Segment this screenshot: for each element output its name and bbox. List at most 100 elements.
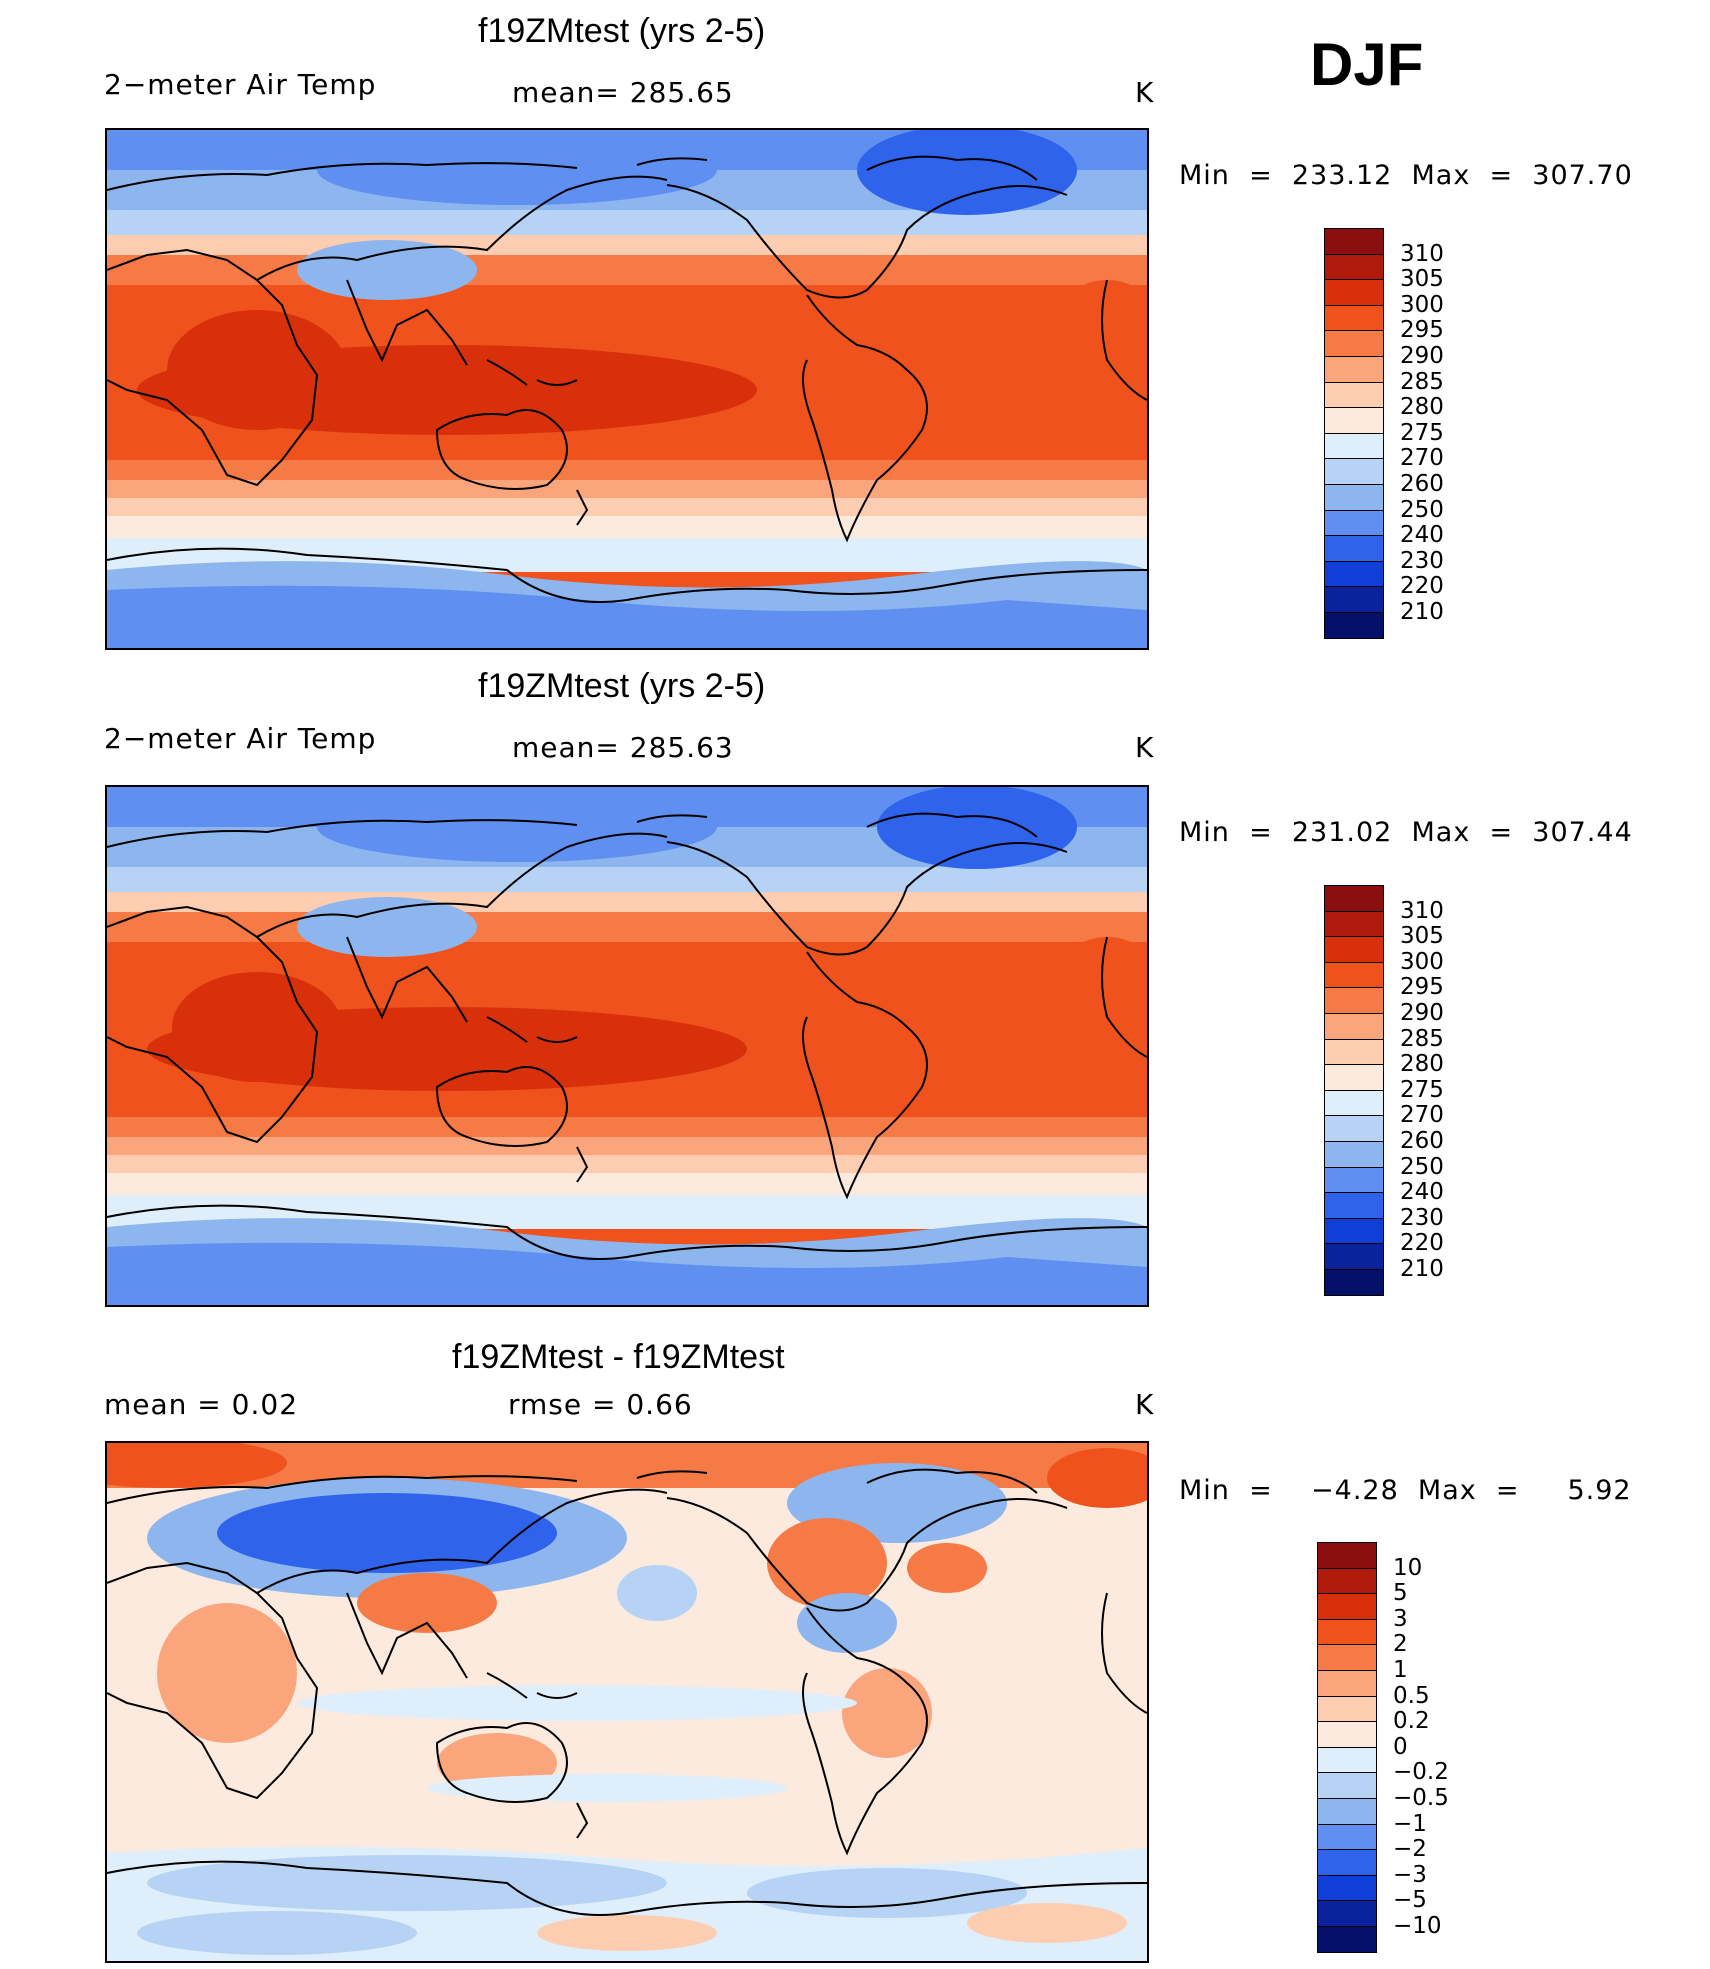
colorbar-label: −5 — [1393, 1887, 1427, 1914]
colorbar-swatch — [1324, 612, 1384, 639]
colorbar-swatch — [1324, 1243, 1384, 1270]
colorbar-label: 270 — [1400, 1102, 1444, 1129]
colorbar-swatch — [1324, 330, 1384, 357]
colorbar-label: 310 — [1400, 240, 1444, 267]
panel1-minmax: Min = 233.12 Max = 307.70 — [1179, 160, 1633, 191]
colorbar-label: 290 — [1400, 1000, 1444, 1026]
colorbar-label: 260 — [1400, 471, 1444, 497]
panel3-rmse-label: rmse = 0.66 — [508, 1388, 693, 1421]
colorbar-label: 230 — [1400, 1204, 1444, 1231]
colorbar-swatch — [1324, 1192, 1384, 1219]
colorbar-label: −0.5 — [1393, 1785, 1449, 1811]
colorbar-swatch — [1317, 1849, 1377, 1876]
colorbar-swatch — [1324, 910, 1384, 938]
panel3-map — [105, 1441, 1149, 1963]
colorbar-swatch — [1324, 484, 1384, 511]
colorbar-label: 275 — [1400, 1076, 1444, 1103]
colorbar-swatch — [1317, 1823, 1377, 1851]
colorbar-swatch — [1317, 1567, 1377, 1595]
colorbar-label: 250 — [1400, 496, 1444, 523]
colorbar-label: 250 — [1400, 1153, 1444, 1180]
colorbar-label: 280 — [1400, 1051, 1444, 1078]
colorbar-label: 220 — [1400, 1230, 1444, 1257]
colorbar-swatch — [1324, 253, 1384, 281]
panel2-variable-label: 2−meter Air Temp — [104, 722, 377, 755]
colorbar-swatch — [1317, 1542, 1377, 1569]
colorbar-swatch — [1324, 1217, 1384, 1245]
colorbar-label: 275 — [1400, 419, 1444, 446]
colorbar-swatch — [1324, 885, 1384, 912]
colorbar-swatch — [1317, 1900, 1377, 1927]
colorbar-swatch — [1317, 1670, 1377, 1697]
colorbar-label: 295 — [1400, 317, 1444, 344]
colorbar-swatch — [1324, 936, 1384, 963]
season-label: DJF — [1310, 31, 1424, 98]
colorbar-swatch — [1317, 1746, 1377, 1774]
panel1-map — [105, 128, 1149, 650]
colorbar-label: 230 — [1400, 547, 1444, 574]
panel1-title: f19ZMtest (yrs 2-5) — [478, 12, 766, 50]
colorbar-swatch — [1317, 1695, 1377, 1723]
colorbar-label: 285 — [1400, 368, 1444, 395]
colorbar-label: 0 — [1393, 1733, 1408, 1760]
panel2-title: f19ZMtest (yrs 2-5) — [478, 667, 766, 705]
colorbar-label: 10 — [1393, 1554, 1423, 1581]
colorbar-swatch — [1324, 228, 1384, 255]
panel2-units: K — [1135, 731, 1155, 764]
colorbar-label: 2 — [1393, 1631, 1408, 1658]
colorbar-label: 305 — [1400, 923, 1444, 950]
colorbar-label: 210 — [1400, 599, 1444, 625]
colorbar-label: 1 — [1393, 1657, 1408, 1683]
panel3-units: K — [1135, 1388, 1155, 1421]
colorbar-label: 240 — [1400, 522, 1444, 549]
colorbar-swatch — [1317, 1772, 1377, 1799]
colorbar-swatch — [1324, 1013, 1384, 1040]
colorbar-label: 210 — [1400, 1256, 1444, 1282]
colorbar-swatch — [1324, 279, 1384, 306]
colorbar-label: −3 — [1393, 1861, 1427, 1888]
colorbar-label: 220 — [1400, 573, 1444, 600]
colorbar-swatch — [1324, 1115, 1384, 1142]
panel2-mean-label: mean= 285.63 — [512, 731, 734, 764]
colorbar-swatch — [1324, 458, 1384, 485]
colorbar-swatch — [1324, 586, 1384, 613]
colorbar-label: 300 — [1400, 948, 1444, 975]
colorbar-swatch — [1324, 1089, 1384, 1117]
colorbar-label: 280 — [1400, 394, 1444, 421]
panel3-minmax: Min = −4.28 Max = 5.92 — [1179, 1475, 1632, 1506]
panel3-mean-label: mean = 0.02 — [104, 1388, 299, 1421]
colorbar-swatch — [1324, 560, 1384, 588]
colorbar-swatch — [1324, 1038, 1384, 1066]
colorbar-label: −1 — [1393, 1810, 1427, 1837]
colorbar-swatch — [1324, 961, 1384, 989]
colorbar-label: 240 — [1400, 1179, 1444, 1206]
colorbar-swatch — [1324, 1064, 1384, 1091]
colorbar-swatch — [1317, 1644, 1377, 1671]
colorbar-swatch — [1317, 1926, 1377, 1953]
panel1-variable-label: 2−meter Air Temp — [104, 68, 377, 101]
colorbar-label: 3 — [1393, 1605, 1408, 1632]
colorbar-label: −10 — [1393, 1913, 1442, 1939]
colorbar-label: 260 — [1400, 1128, 1444, 1154]
panel2-map-svg — [107, 787, 1147, 1305]
colorbar-swatch — [1324, 356, 1384, 383]
colorbar-label: −0.2 — [1393, 1759, 1449, 1786]
colorbar-label: 270 — [1400, 445, 1444, 472]
colorbar-label: 305 — [1400, 266, 1444, 293]
panel1-mean-label: mean= 285.65 — [512, 76, 734, 109]
colorbar-swatch — [1317, 1721, 1377, 1748]
colorbar-swatch — [1324, 987, 1384, 1014]
colorbar-label: 295 — [1400, 974, 1444, 1001]
colorbar-swatch — [1324, 1141, 1384, 1168]
colorbar-swatch — [1324, 1166, 1384, 1194]
panel2-minmax: Min = 231.02 Max = 307.44 — [1179, 817, 1633, 848]
colorbar-swatch — [1317, 1874, 1377, 1902]
colorbar-label: 0.2 — [1393, 1708, 1430, 1735]
colorbar-swatch — [1324, 432, 1384, 460]
colorbar-swatch — [1317, 1618, 1377, 1646]
colorbar-label: 310 — [1400, 897, 1444, 924]
colorbar-swatch — [1324, 509, 1384, 537]
colorbar-label: −2 — [1393, 1836, 1427, 1863]
panel1-units: K — [1135, 76, 1155, 109]
colorbar-swatch — [1324, 381, 1384, 409]
